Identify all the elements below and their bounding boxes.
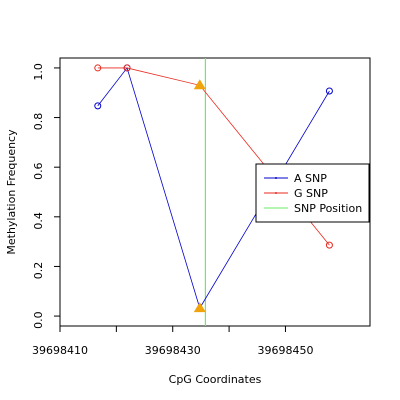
- x-tick-label: 39698430: [145, 344, 201, 357]
- y-tick-label: 0.6: [32, 162, 45, 180]
- legend-label: A SNP: [294, 172, 327, 185]
- x-tick-label: 39698450: [257, 344, 313, 357]
- point: [325, 241, 333, 249]
- y-axis-label: Methylation Frequency: [5, 129, 18, 255]
- legend-dot: [275, 177, 277, 179]
- y-tick-label: 1.0: [32, 63, 45, 81]
- legend-dot: [275, 192, 277, 194]
- legend-label: G SNP: [294, 187, 328, 200]
- point: [325, 87, 333, 95]
- y-tick-label: 0.0: [32, 311, 45, 329]
- point: [94, 102, 102, 110]
- x-tick-label: 39698410: [32, 344, 88, 357]
- highlight-marker: [193, 302, 206, 313]
- legend-label: SNP Position: [294, 202, 362, 215]
- y-tick-label: 0.8: [32, 113, 45, 131]
- y-tick-label: 0.4: [32, 212, 45, 230]
- plot-box: [59, 57, 371, 327]
- x-axis-label: CpG Coordinates: [169, 373, 262, 386]
- point: [94, 64, 102, 72]
- highlight-marker: [193, 79, 206, 90]
- y-tick-label: 0.2: [32, 262, 45, 280]
- point: [123, 64, 131, 72]
